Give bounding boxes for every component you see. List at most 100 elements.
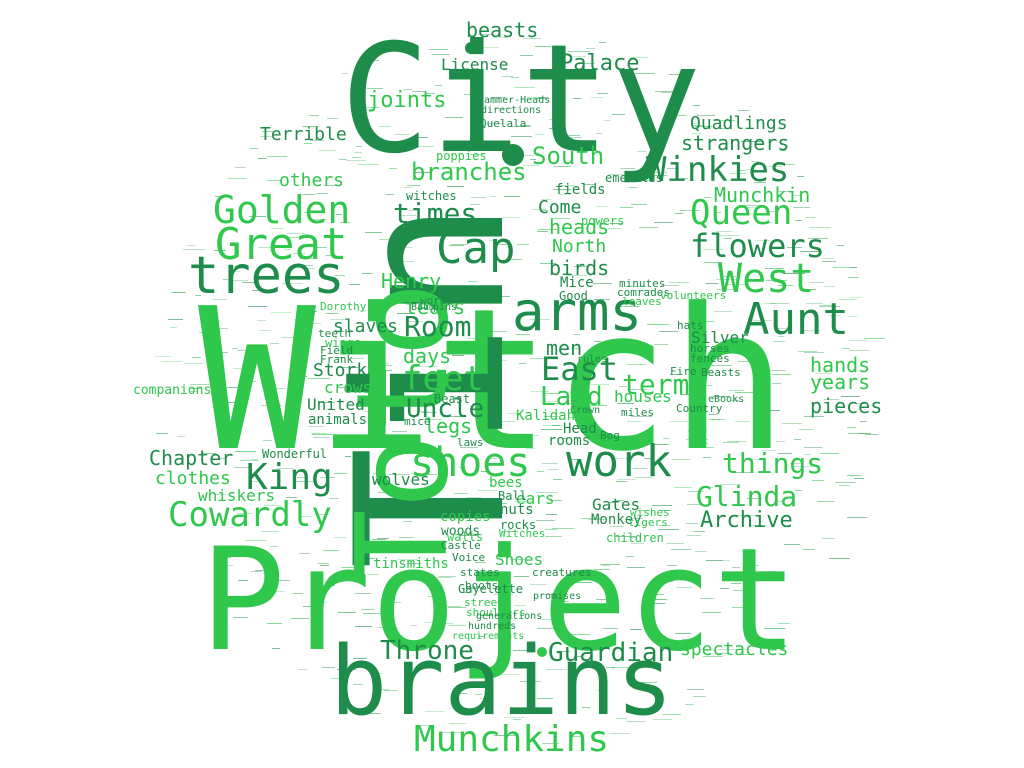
tiny-word-mark [763, 628, 786, 630]
tiny-word-mark [864, 433, 879, 435]
tiny-word-mark [546, 513, 557, 515]
tiny-word-mark [718, 649, 738, 651]
word-quadlings: Quadlings [690, 113, 788, 134]
tiny-word-mark [732, 567, 741, 569]
word-country: Country [676, 402, 723, 415]
tiny-word-mark [299, 344, 308, 346]
tiny-word-mark [517, 243, 530, 245]
tiny-word-mark [324, 255, 333, 257]
tiny-word-mark [270, 228, 285, 230]
tiny-word-mark [544, 536, 562, 538]
tiny-word-mark [449, 624, 467, 626]
tiny-word-mark [348, 283, 360, 285]
tiny-word-mark [522, 434, 539, 436]
tiny-word-mark [653, 344, 668, 345]
tiny-word-mark [507, 349, 523, 351]
tiny-word-mark [364, 411, 371, 413]
word-times: times [393, 197, 478, 230]
tiny-word-mark [465, 633, 480, 635]
word-pieces: pieces [810, 394, 883, 418]
tiny-word-mark [629, 537, 636, 539]
tiny-word-mark [662, 573, 674, 575]
tiny-word-mark [370, 59, 379, 61]
tiny-word-mark [588, 518, 608, 520]
tiny-word-mark [537, 97, 547, 99]
tiny-word-mark [495, 602, 508, 604]
tiny-word-mark [568, 50, 591, 52]
word-fields: fields [555, 182, 606, 198]
tiny-word-mark [333, 472, 347, 474]
tiny-word-mark [519, 681, 542, 683]
word-comrades: comrades [617, 286, 670, 299]
tiny-word-mark [746, 207, 760, 209]
tiny-word-mark [626, 721, 646, 723]
tiny-word-mark [805, 303, 824, 305]
word-others: others [279, 170, 345, 191]
tiny-word-mark [426, 573, 434, 575]
tiny-word-mark [356, 558, 375, 560]
tiny-word-mark [686, 504, 702, 506]
word-whiskers: whiskers [198, 486, 276, 505]
project-j-dot [537, 647, 547, 657]
word-silver: Silver [691, 328, 749, 347]
tiny-word-mark [599, 41, 606, 43]
tiny-word-mark [559, 651, 571, 653]
tiny-word-mark [354, 625, 372, 627]
tiny-word-mark [310, 432, 328, 434]
tiny-word-mark [590, 384, 610, 386]
tiny-word-mark [303, 211, 316, 213]
tiny-word-mark [230, 280, 249, 282]
tiny-word-mark [659, 525, 671, 527]
word-requirements: requirements [452, 631, 525, 642]
tiny-word-mark [459, 692, 468, 694]
tiny-word-mark [828, 558, 850, 560]
tiny-word-mark [402, 345, 416, 347]
tiny-word-mark [202, 453, 216, 455]
word-tears: tears [405, 295, 466, 319]
tiny-word-mark [550, 82, 567, 84]
tiny-word-mark [371, 539, 387, 541]
word-room: Room [404, 310, 472, 343]
tiny-word-mark [429, 49, 448, 51]
tiny-word-mark [292, 593, 303, 595]
word-baum: Baum [411, 302, 436, 313]
tiny-word-mark [503, 433, 511, 435]
tiny-word-mark [335, 213, 343, 215]
tiny-word-mark [504, 195, 521, 197]
tiny-word-mark [340, 222, 351, 224]
tiny-word-mark [803, 447, 823, 449]
word-beasts-cap: Beasts [701, 366, 741, 379]
tiny-word-mark [407, 184, 420, 186]
tiny-word-mark [571, 347, 580, 349]
tiny-word-mark [267, 180, 282, 182]
word-tinsmiths: tinsmiths [373, 556, 449, 572]
tiny-word-mark [498, 674, 521, 676]
word-emeralds: emeralds [605, 171, 663, 185]
tiny-word-mark [449, 244, 464, 246]
tiny-word-mark [625, 556, 634, 557]
tiny-word-mark [478, 33, 493, 35]
tiny-word-mark [750, 160, 760, 162]
tiny-word-mark [713, 396, 730, 398]
tiny-word-mark [468, 281, 478, 283]
word-children: children [606, 531, 664, 545]
tiny-word-mark [553, 165, 572, 167]
word-bees: bees [489, 475, 523, 491]
tiny-word-mark [215, 196, 223, 198]
tiny-word-mark [357, 309, 368, 311]
tiny-word-mark [638, 226, 658, 228]
tiny-word-mark [270, 312, 291, 314]
tiny-word-mark [545, 400, 559, 402]
tiny-word-mark [635, 477, 653, 479]
tiny-word-mark [480, 697, 487, 699]
tiny-word-mark [630, 416, 653, 418]
tiny-word-mark [271, 648, 280, 650]
tiny-word-mark [421, 418, 443, 420]
tiny-word-mark [325, 313, 338, 315]
tiny-word-mark [848, 315, 858, 317]
tiny-word-mark [562, 437, 569, 439]
tiny-word-mark [821, 260, 836, 262]
tiny-word-mark [330, 677, 339, 679]
tiny-word-mark [691, 125, 703, 127]
tiny-word-mark [809, 226, 831, 228]
